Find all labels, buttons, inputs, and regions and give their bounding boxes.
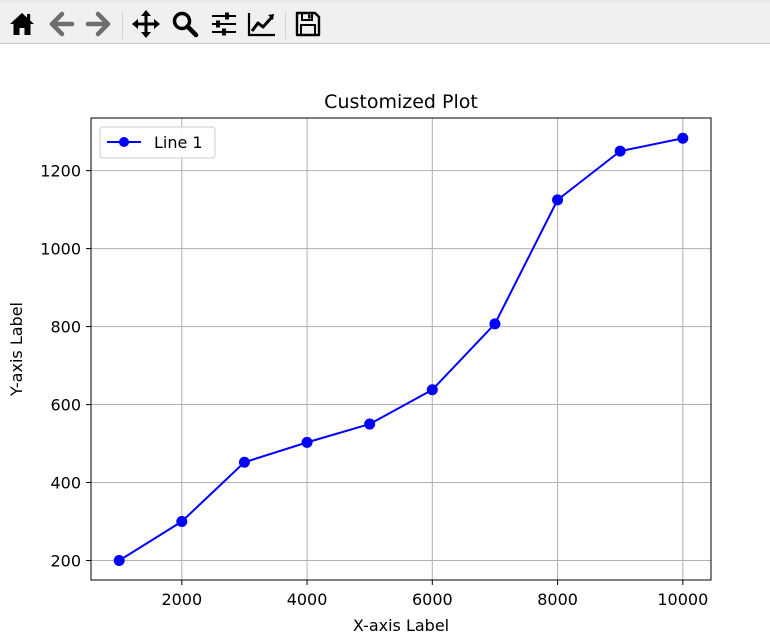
zoom-magnifier-icon[interactable] bbox=[170, 9, 200, 39]
y-tick-label: 400 bbox=[50, 474, 81, 493]
y-tick-label: 200 bbox=[50, 552, 81, 571]
save-floppy-icon[interactable] bbox=[293, 9, 323, 39]
legend-box bbox=[99, 126, 216, 159]
data-point bbox=[552, 194, 564, 206]
toolbar bbox=[0, 0, 770, 44]
data-point bbox=[301, 436, 313, 448]
data-point bbox=[677, 132, 689, 144]
subplots-sliders-icon[interactable] bbox=[209, 9, 239, 39]
axis-ticks: 2000 4000 6000 8000 10000 200 400 600 800 1000 120… bbox=[40, 162, 708, 609]
axes-frame bbox=[90, 117, 712, 581]
data-point bbox=[364, 418, 376, 430]
x-tick-label: 10000 bbox=[657, 590, 708, 609]
legend: Line 1 bbox=[99, 126, 216, 159]
x-axis-label: X-axis Label bbox=[353, 616, 449, 635]
y-axis-label: Y-axis Label bbox=[7, 302, 26, 397]
data-series bbox=[113, 132, 689, 567]
data-point bbox=[426, 384, 438, 396]
pan-move-icon[interactable] bbox=[131, 9, 161, 39]
data-point bbox=[614, 145, 626, 157]
y-tick-label: 1200 bbox=[40, 162, 81, 181]
toolbar-separator bbox=[122, 11, 123, 39]
data-point bbox=[238, 456, 250, 468]
data-point bbox=[176, 516, 188, 528]
legend-label: Line 1 bbox=[154, 133, 203, 152]
grid-lines bbox=[91, 118, 711, 580]
toolbar-separator bbox=[285, 11, 286, 39]
x-tick-label: 6000 bbox=[412, 590, 453, 609]
x-tick-label: 4000 bbox=[287, 590, 328, 609]
data-point bbox=[489, 318, 501, 330]
chart-title: Customized Plot bbox=[324, 91, 478, 113]
x-tick-label: 8000 bbox=[537, 590, 578, 609]
y-tick-label: 800 bbox=[50, 318, 81, 337]
chart-figure: 2000 4000 6000 8000 10000 200 400 600 800 1000 120… bbox=[7, 91, 712, 635]
forward-arrow-icon[interactable] bbox=[84, 9, 114, 39]
edit-curves-icon[interactable] bbox=[247, 9, 277, 39]
y-tick-label: 1000 bbox=[40, 240, 81, 259]
back-arrow-icon[interactable] bbox=[46, 9, 76, 39]
x-tick-label: 2000 bbox=[161, 590, 202, 609]
home-icon[interactable] bbox=[7, 9, 37, 39]
data-point bbox=[113, 555, 125, 567]
legend-marker-swatch bbox=[119, 137, 129, 147]
series-line bbox=[118, 137, 684, 562]
y-tick-label: 600 bbox=[50, 396, 81, 415]
